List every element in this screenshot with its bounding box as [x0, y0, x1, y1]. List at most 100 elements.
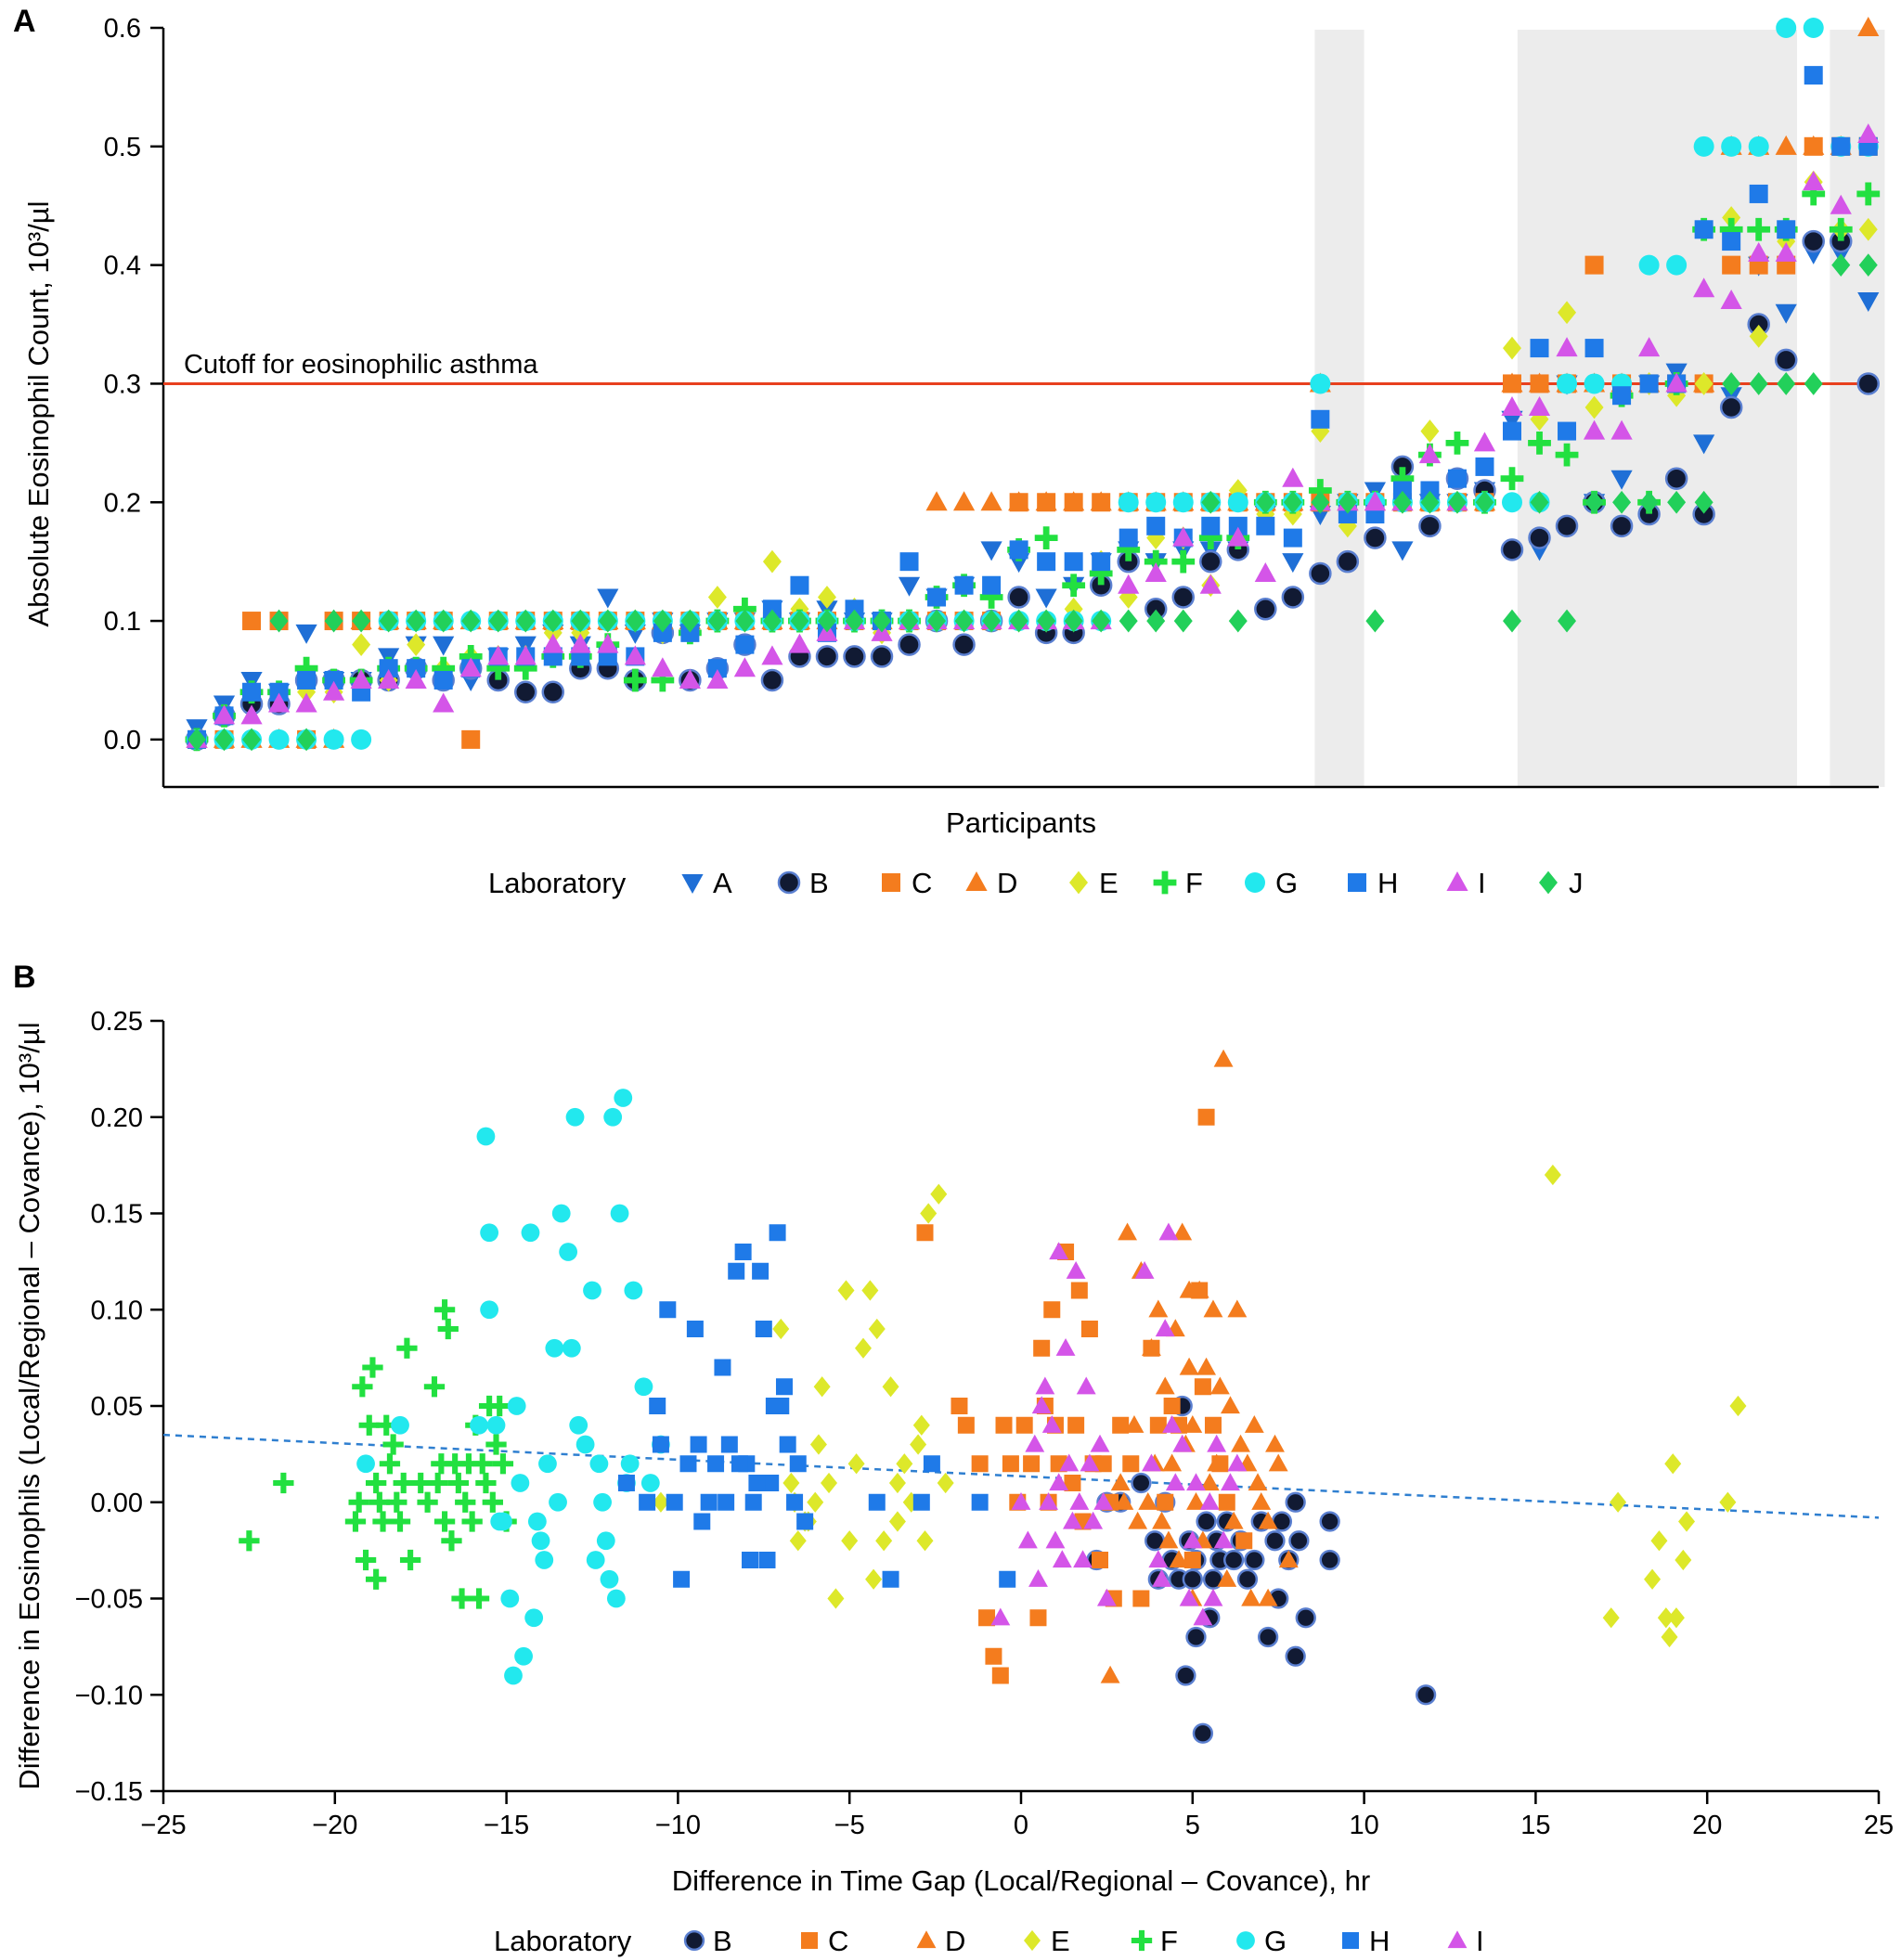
- point-i: [1748, 241, 1770, 262]
- point-g: [521, 1223, 540, 1243]
- point-i: [1556, 337, 1578, 357]
- point-g: [356, 1454, 375, 1474]
- point-i: [1052, 1550, 1072, 1568]
- point-d: [1251, 1491, 1272, 1510]
- point-i: [1179, 1588, 1199, 1606]
- point-c: [1002, 1455, 1019, 1473]
- point-h: [707, 659, 727, 678]
- point-f: [461, 1511, 483, 1532]
- legend-marker-f: [1153, 870, 1177, 895]
- point-h: [1831, 136, 1851, 156]
- point-i: [1857, 123, 1880, 144]
- point-i: [1041, 1414, 1062, 1433]
- point-d: [1857, 17, 1880, 36]
- legend-marker-c: [801, 1932, 818, 1949]
- series-j: [188, 253, 1878, 752]
- point-j: [873, 609, 892, 633]
- point-h: [1201, 516, 1221, 535]
- point-h: [680, 623, 700, 642]
- point-f: [1500, 467, 1524, 491]
- point-j: [407, 609, 426, 633]
- point-j: [680, 609, 700, 633]
- point-g: [606, 1589, 626, 1608]
- point-h: [868, 1493, 886, 1511]
- point-f: [447, 1472, 470, 1494]
- point-b: [952, 633, 976, 656]
- point-g: [620, 1454, 640, 1474]
- point-h: [744, 1493, 762, 1511]
- point-i: [1193, 1607, 1213, 1626]
- point-j: [461, 609, 481, 633]
- point-g: [351, 729, 372, 750]
- point-b: [1856, 372, 1881, 395]
- series-f: [239, 1299, 517, 1609]
- point-j: [379, 609, 398, 633]
- point-d: [1162, 1453, 1183, 1472]
- point-d: [1114, 1491, 1134, 1510]
- point-g: [538, 1454, 557, 1474]
- point-b: [1288, 1530, 1310, 1552]
- point-g: [527, 1512, 547, 1531]
- point-i: [1069, 1491, 1090, 1510]
- panel-b-y-tick-label: 0.00: [91, 1489, 143, 1518]
- point-h: [379, 659, 398, 678]
- point-h: [700, 1493, 718, 1511]
- point-j: [1749, 372, 1768, 395]
- point-c: [971, 1455, 989, 1473]
- point-h: [912, 1493, 930, 1511]
- legend-label-a: A: [713, 867, 732, 899]
- point-g: [531, 1531, 550, 1551]
- point-e: [782, 1472, 800, 1494]
- point-e: [1667, 383, 1687, 407]
- point-e: [817, 586, 836, 609]
- point-g: [603, 1107, 623, 1127]
- point-b: [760, 668, 784, 692]
- point-e: [916, 1530, 934, 1552]
- point-f: [1198, 526, 1222, 549]
- legend-label-b: B: [809, 867, 829, 899]
- point-i: [1049, 1473, 1069, 1491]
- panel-a: A 0.0 0.1 0.2 0.3 0.4 0.5 0.6 Cutoff for eosin…: [13, 4, 1885, 899]
- point-j: [543, 609, 563, 633]
- point-c: [1157, 1493, 1174, 1511]
- point-j: [954, 609, 974, 633]
- point-h: [666, 1493, 683, 1511]
- series-g: [356, 1089, 670, 1685]
- point-i: [1172, 1434, 1193, 1452]
- point-h: [735, 635, 755, 654]
- point-c: [1235, 1532, 1253, 1550]
- point-c: [1033, 1339, 1051, 1357]
- point-h: [762, 600, 782, 619]
- point-h: [649, 1398, 666, 1414]
- legend-marker-e: [1024, 1929, 1041, 1952]
- point-j: [817, 609, 836, 633]
- point-b: [870, 645, 894, 668]
- point-h: [617, 1475, 635, 1491]
- point-e: [813, 1376, 831, 1398]
- point-e: [1558, 301, 1577, 325]
- point-i: [1165, 1473, 1185, 1491]
- point-d: [1203, 1299, 1223, 1318]
- point-c: [995, 1416, 1013, 1434]
- point-b: [1528, 526, 1551, 549]
- panel-a-legend-title: Laboratory: [488, 867, 627, 899]
- point-g: [1584, 373, 1605, 394]
- point-b: [1196, 1511, 1217, 1532]
- legend-label-f: F: [1185, 867, 1203, 899]
- point-b: [513, 680, 537, 703]
- point-g: [535, 1551, 554, 1569]
- point-h: [1420, 481, 1440, 500]
- point-e: [707, 586, 727, 609]
- point-b: [1185, 1626, 1207, 1648]
- panel-b-y-tick-label: 0.20: [91, 1103, 143, 1133]
- point-i: [1073, 1550, 1093, 1568]
- point-h: [1311, 409, 1330, 429]
- point-i: [1155, 1319, 1175, 1337]
- point-b: [1182, 1568, 1203, 1590]
- point-i: [1172, 526, 1195, 547]
- panel-b-letter: B: [13, 960, 36, 995]
- panel-b-x-tick-label: 15: [1520, 1811, 1550, 1840]
- point-b: [843, 645, 866, 668]
- point-i: [1199, 1491, 1220, 1510]
